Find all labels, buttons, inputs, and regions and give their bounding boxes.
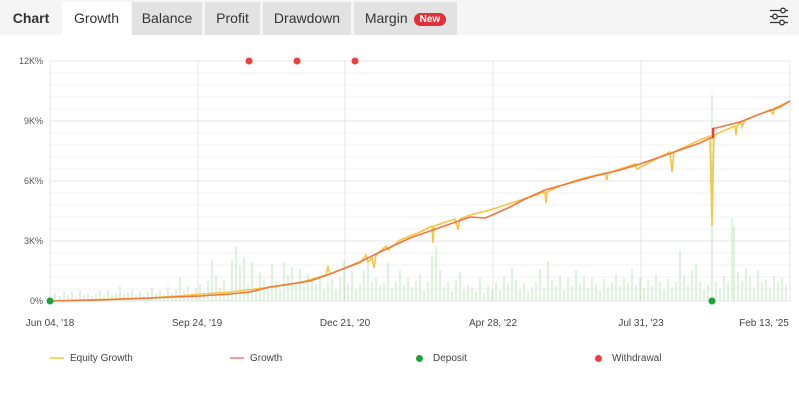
sliders-icon <box>770 7 788 26</box>
x-tick-1: Jun 04, '18 <box>25 318 75 329</box>
major-gridlines <box>49 60 791 302</box>
tab-drawdown[interactable]: Drawdown <box>263 2 351 35</box>
legend-line-icon <box>50 357 64 359</box>
legend-line-icon <box>230 357 244 359</box>
equity-growth-series <box>49 100 791 302</box>
legend-deposit-label: Deposit <box>433 352 467 364</box>
x-tick-6: Feb 13, '25 <box>739 318 789 329</box>
y-tick-9k: 9K% <box>23 116 43 126</box>
legend-dot-icon <box>595 354 602 362</box>
legend-withdrawal-label: Withdrawal <box>612 352 662 364</box>
legend-deposit[interactable]: Deposit <box>414 351 467 365</box>
deposit-marker <box>46 297 54 305</box>
tab-growth[interactable]: Growth <box>62 2 131 35</box>
chart-title: Chart <box>12 10 50 26</box>
legend-withdrawal[interactable]: Withdrawal <box>593 351 661 365</box>
growth-series <box>49 100 791 302</box>
tab-margin[interactable]: Margin New <box>354 2 457 35</box>
x-tick-4: Apr 28, '22 <box>468 318 518 329</box>
withdrawal-marker <box>351 57 359 65</box>
new-badge: New <box>413 13 447 26</box>
y-tick-3k: 3K% <box>23 236 43 246</box>
legend-growth-label: Growth <box>250 352 283 364</box>
withdrawal-marker <box>245 57 253 65</box>
legend-equity-label: Equity Growth <box>70 352 133 364</box>
withdrawal-marker <box>293 57 301 65</box>
volume-bars <box>54 95 787 301</box>
chart-tab-bar: Chart Growth Balance Profit Drawdown Mar… <box>0 0 799 35</box>
x-tick-5: Jul 31, '23 <box>618 318 664 329</box>
tab-balance[interactable]: Balance <box>132 2 202 35</box>
y-tick-0: 0% <box>29 296 43 306</box>
legend-dot-icon <box>416 354 423 362</box>
tab-profit[interactable]: Profit <box>205 2 260 35</box>
x-tick-2: Sep 24, '19 <box>171 318 223 329</box>
legend-equity-growth[interactable]: Equity Growth <box>50 351 133 365</box>
x-tick-3: Dec 21, '20 <box>319 318 371 329</box>
withdrawal-markers <box>245 57 359 65</box>
minor-gridlines <box>50 72 790 290</box>
y-tick-6k: 6K% <box>23 176 43 186</box>
settings-button[interactable] <box>766 5 792 29</box>
deposit-markers <box>46 297 716 305</box>
y-tick-12k: 12K% <box>18 56 43 66</box>
deposit-marker <box>708 297 716 305</box>
legend-growth[interactable]: Growth <box>230 351 282 365</box>
growth-chart[interactable] <box>0 35 799 315</box>
tab-margin-label: Margin <box>364 10 408 26</box>
